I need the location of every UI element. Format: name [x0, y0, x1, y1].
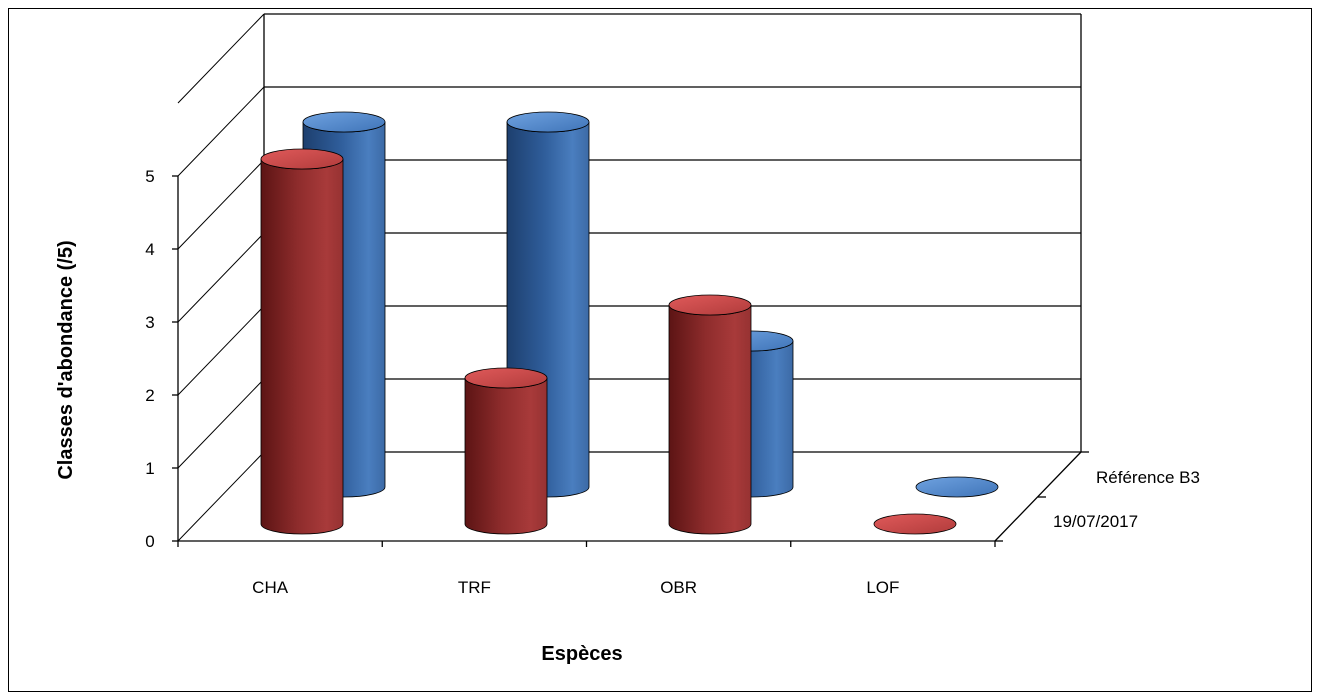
x-tick-label: OBR	[660, 578, 697, 597]
bar-front-obr-body	[668, 304, 752, 535]
y-tick-label: 2	[145, 386, 154, 405]
bar-front-trf-body	[464, 377, 548, 535]
bar-front-trf	[464, 367, 548, 535]
bar-front-cha-body	[260, 158, 344, 535]
bar-front-lof-top	[873, 513, 957, 535]
side-wall-line	[177, 159, 265, 250]
bar-front-cha-top	[260, 148, 344, 170]
series-back-bars	[302, 111, 999, 498]
chart-walls	[172, 13, 1089, 547]
side-wall-line	[177, 86, 265, 177]
side-wall-line	[177, 305, 265, 396]
series-front-bars	[260, 148, 957, 535]
bar-back-lof-top	[915, 476, 999, 498]
side-wall-line	[177, 378, 265, 469]
y-tick-label: 4	[145, 240, 154, 259]
x-tick-label: TRF	[458, 578, 491, 597]
side-wall-line	[177, 13, 265, 104]
y-tick-label: 5	[145, 167, 154, 186]
chart-frame	[8, 8, 1312, 692]
chart-labels: 0 1 2 3 4 5 CHA TRF OBR LOF Référence B3 19/07/2017…	[55, 167, 1200, 665]
series-label-back: Référence B3	[1096, 468, 1200, 487]
bar-front-trf-top	[464, 367, 548, 389]
bar-back-cha-top	[302, 111, 386, 133]
side-wall-line	[177, 232, 265, 323]
y-axis-title: Classes d'abondance (/5)	[55, 240, 77, 479]
bar-front-obr-top	[668, 294, 752, 316]
bar-back-trf-top	[506, 111, 590, 133]
y-tick-label: 3	[145, 313, 154, 332]
x-axis-title: Espèces	[541, 643, 622, 665]
bar-front-cha	[260, 148, 344, 535]
bar-front-obr	[668, 294, 752, 535]
x-tick-label: CHA	[252, 578, 289, 597]
series-label-front: 19/07/2017	[1053, 512, 1138, 531]
bar-front-lof	[873, 513, 957, 535]
bar-back-lof	[915, 476, 999, 498]
side-wall-line	[177, 451, 265, 542]
x-tick-label: LOF	[866, 578, 899, 597]
y-tick-label: 0	[145, 532, 154, 551]
y-tick-label: 1	[145, 459, 154, 478]
